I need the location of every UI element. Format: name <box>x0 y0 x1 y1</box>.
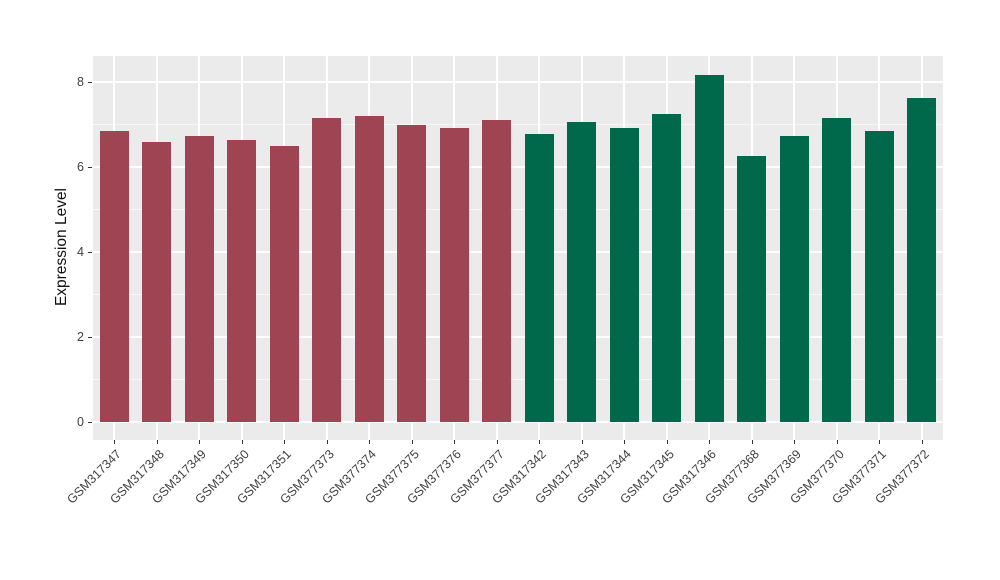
bar <box>907 97 937 422</box>
bar <box>694 74 724 422</box>
bar <box>354 116 384 422</box>
major-gridline <box>93 421 943 423</box>
major-gridline <box>93 336 943 338</box>
y-tick-mark <box>88 252 92 253</box>
x-tick-mark <box>156 440 158 444</box>
x-tick-mark <box>624 440 626 444</box>
y-tick-label: 2 <box>77 330 84 344</box>
bar <box>524 133 554 422</box>
y-tick-mark <box>88 337 92 338</box>
x-tick-mark <box>921 440 923 444</box>
plot-panel <box>93 56 943 440</box>
major-gridline <box>93 251 943 253</box>
x-tick-mark <box>284 440 286 444</box>
bar <box>779 135 809 422</box>
x-tick-mark <box>836 440 838 444</box>
y-tick-label: 8 <box>77 75 84 89</box>
x-tick-mark <box>794 440 796 444</box>
x-tick-mark <box>411 440 413 444</box>
x-tick-mark <box>326 440 328 444</box>
minor-gridline <box>93 379 943 380</box>
bar <box>269 145 299 422</box>
bar <box>397 125 427 422</box>
x-tick-mark <box>539 440 541 444</box>
minor-gridline <box>93 209 943 210</box>
minor-gridline <box>93 294 943 295</box>
bar <box>822 118 852 422</box>
x-tick-mark <box>369 440 371 444</box>
bar <box>567 121 597 422</box>
y-tick-mark <box>88 82 92 83</box>
x-tick-mark <box>114 440 116 444</box>
bar <box>184 135 214 422</box>
x-tick-mark <box>454 440 456 444</box>
bar <box>99 130 129 422</box>
y-tick-label: 6 <box>77 160 84 174</box>
major-gridline <box>93 81 943 83</box>
x-tick-mark <box>581 440 583 444</box>
x-tick-mark <box>751 440 753 444</box>
y-tick-label: 0 <box>77 415 84 429</box>
bar <box>482 120 512 422</box>
x-tick-mark <box>709 440 711 444</box>
minor-gridline <box>93 124 943 125</box>
x-tick-mark <box>496 440 498 444</box>
bar <box>652 114 682 422</box>
bar <box>227 139 257 422</box>
bar <box>312 118 342 422</box>
bar <box>864 130 894 422</box>
y-tick-mark <box>88 422 92 423</box>
x-tick-mark <box>241 440 243 444</box>
bar <box>439 127 469 422</box>
bar <box>737 155 767 422</box>
x-tick-mark <box>879 440 881 444</box>
x-tick-mark <box>666 440 668 444</box>
bar <box>609 127 639 422</box>
y-tick-mark <box>88 167 92 168</box>
x-tick-mark <box>199 440 201 444</box>
bar <box>142 141 172 422</box>
y-tick-label: 4 <box>77 245 84 259</box>
major-gridline <box>93 166 943 168</box>
